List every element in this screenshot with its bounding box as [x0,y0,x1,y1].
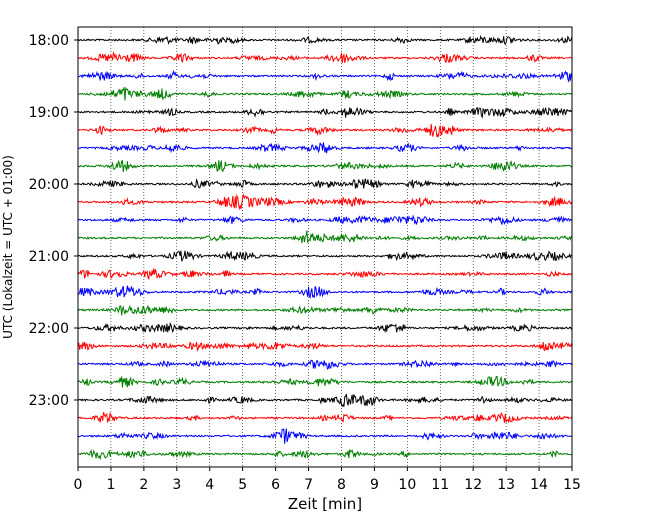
trace-line [77,341,573,352]
x-tick-label: 10 [398,477,416,493]
y-axis-ticks: 18:00 19:00 20:00 21:00 22:00 23:00 [29,33,78,409]
trace-line [77,159,573,173]
x-tick-label: 1 [106,477,115,493]
x-tick-label: 8 [337,477,346,493]
x-tick-label: 0 [74,477,83,493]
y-tick-label: 20:00 [29,177,69,193]
trace-line [77,268,573,281]
trace-line [77,123,573,138]
trace-line [77,193,573,211]
y-tick-label: 23:00 [29,393,69,409]
y-tick-label: 22:00 [29,321,69,337]
trace-line [77,106,573,119]
trace-line [77,393,573,408]
trace-line [77,69,573,83]
x-tick-label: 4 [205,477,214,493]
x-axis-ticks: 0 1 2 3 4 5 6 7 8 9 10 11 12 13 14 15 [74,467,581,493]
trace-line [77,322,573,334]
trace-line [77,304,573,316]
y-tick-label: 19:00 [29,105,69,121]
x-tick-label: 9 [370,477,379,493]
x-tick-label: 6 [271,477,280,493]
trace-line [77,86,573,101]
y-tick-label: 21:00 [29,249,69,265]
x-tick-label: 14 [530,477,548,493]
trace-line [77,449,573,461]
trace-line [77,230,573,244]
trace-line [77,359,573,370]
vertical-grid [110,27,540,467]
trace-line [77,142,573,154]
trace-line [77,411,573,424]
x-tick-label: 2 [139,477,148,493]
plot-frame [77,26,573,468]
x-tick-label: 3 [172,477,181,493]
trace-series [77,34,573,461]
x-tick-label: 7 [304,477,313,493]
trace-line [77,375,573,388]
x-tick-label: 12 [464,477,482,493]
trace-line [77,177,573,189]
x-tick-label: 11 [431,477,449,493]
x-tick-label: 5 [238,477,247,493]
trace-line [77,34,573,46]
x-axis-label: Zeit [min] [288,495,362,513]
trace-line [77,428,573,444]
y-axis-label: UTC (Lokalzeit = UTC + 01:00) [1,155,15,339]
trace-line [77,50,573,64]
y-tick-label: 18:00 [29,33,69,49]
x-tick-label: 13 [497,477,515,493]
x-tick-label: 15 [563,477,581,493]
trace-line [77,285,573,299]
trace-line [77,214,573,226]
trace-line [77,250,573,262]
